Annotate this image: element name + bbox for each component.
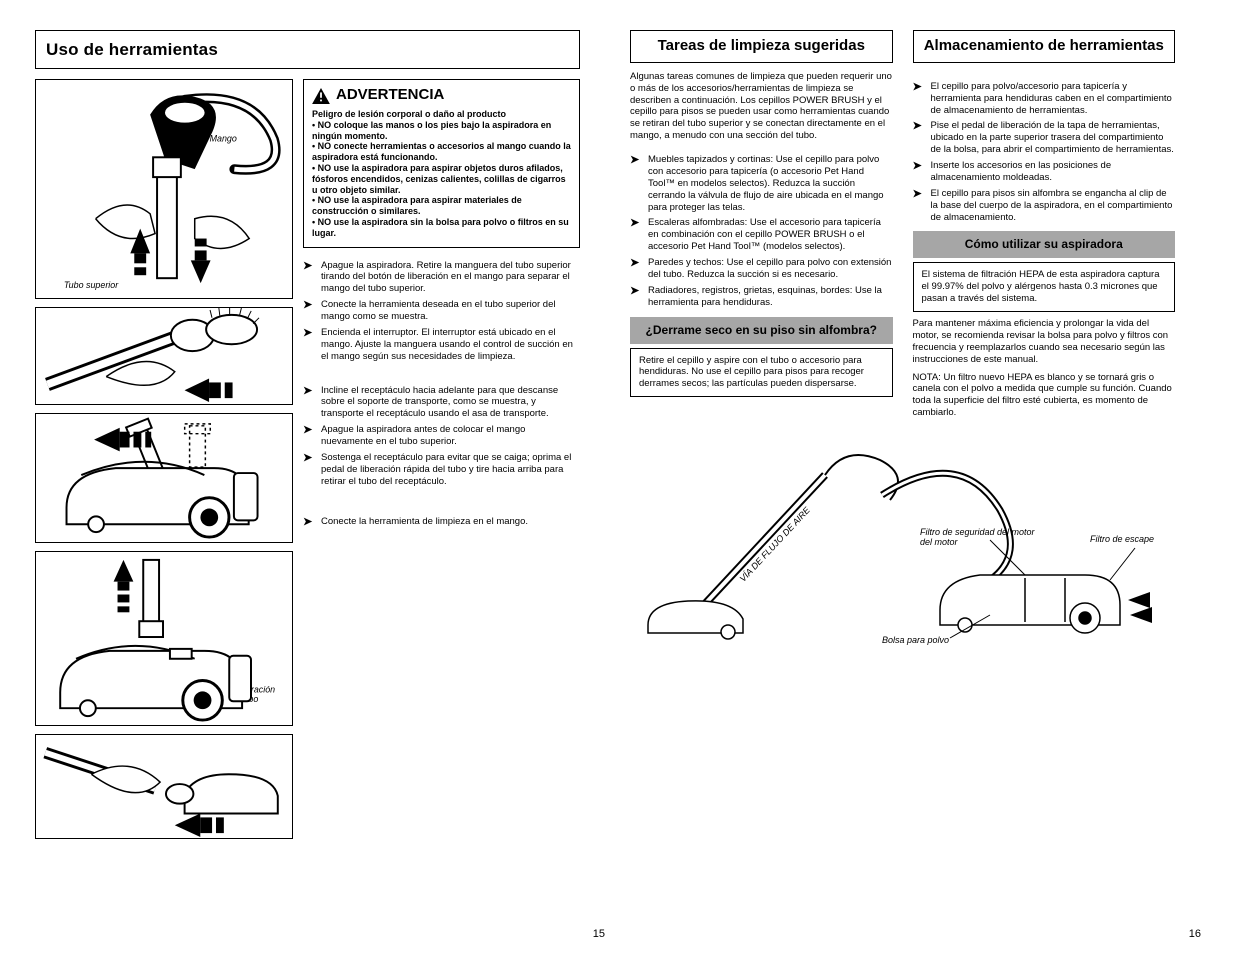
bullet-text: Apague la aspiradora. Retire la manguera… xyxy=(321,260,580,296)
illustration-canister-tilt xyxy=(35,413,293,543)
grey-banner-how: Cómo utilizar su aspiradora xyxy=(913,231,1176,258)
spill-box: Retire el cepillo y aspire con el tubo o… xyxy=(630,348,893,398)
problem-item: Escaleras alfombradas: Use el accesorio … xyxy=(648,217,893,253)
bullet-icon xyxy=(630,154,642,213)
problems-title: Tareas de limpieza sugeridas xyxy=(639,37,884,56)
svg-text:del motor: del motor xyxy=(920,537,959,547)
bullet-icon xyxy=(303,299,315,323)
bullet-text: Encienda el interruptor. El interruptor … xyxy=(321,327,580,363)
section-title: Uso de herramientas xyxy=(46,39,569,60)
storage-title: Almacenamiento de herramientas xyxy=(922,37,1167,56)
section-title-box: Uso de herramientas xyxy=(35,30,580,69)
label-airflow: VÍA DE FLUJO DE AIRE xyxy=(738,504,813,583)
storage-title-box: Almacenamiento de herramientas xyxy=(913,30,1176,63)
problems-title-box: Tareas de limpieza sugeridas xyxy=(630,30,893,63)
problems-intro: Algunas tareas comunes de limpieza que p… xyxy=(630,71,893,142)
bullet-icon xyxy=(913,120,925,156)
illustration-brush-attach xyxy=(35,307,293,405)
storage-item: Inserte los accesorios en las posiciones… xyxy=(931,160,1176,184)
bullet-icon xyxy=(630,285,642,309)
page-number-right: 16 xyxy=(1189,928,1201,942)
spill-text: Retire el cepillo y aspire con el tubo o… xyxy=(639,355,864,390)
warning-triangle-icon xyxy=(312,88,330,104)
bullet-icon xyxy=(913,160,925,184)
label-mango: Mango xyxy=(210,134,237,144)
bullet-text: Apague la aspiradora antes de colocar el… xyxy=(321,424,580,448)
label-dust-bag: Bolsa para polvo xyxy=(882,635,949,645)
bullet-icon xyxy=(630,257,642,281)
how-text: El sistema de filtración HEPA de esta as… xyxy=(922,269,1160,304)
warning-body: Peligro de lesión corporal o daño al pro… xyxy=(312,109,571,239)
grey-banner-spill: ¿Derrame seco en su piso sin alfombra? xyxy=(630,317,893,344)
problem-item: Radiadores, registros, grietas, esquinas… xyxy=(648,285,893,309)
warning-box: ADVERTENCIA Peligro de lesión corporal o… xyxy=(303,79,580,247)
bullet-icon xyxy=(913,81,925,117)
illustration-handle: Mango xyxy=(35,79,293,299)
storage-item: El cepillo para pisos sin alfombra se en… xyxy=(931,188,1176,224)
illustration-wand-release: Pedal de liberaciónrápida del tubo xyxy=(35,551,293,726)
bullet-text: Conecte la herramienta de limpieza en el… xyxy=(321,516,580,528)
problem-item: Paredes y techos: Use el cepillo para po… xyxy=(648,257,893,281)
left-text-column: ADVERTENCIA Peligro de lesión corporal o… xyxy=(303,79,580,839)
storage-item: Pise el pedal de liberación de la tapa d… xyxy=(931,120,1176,156)
warning-title: ADVERTENCIA xyxy=(336,86,444,105)
bullet-icon xyxy=(303,516,315,528)
bullet-icon xyxy=(303,424,315,448)
bullet-icon xyxy=(913,188,925,224)
illustration-column: Mango xyxy=(35,79,293,839)
right-column: Tareas de limpieza sugeridas Almacenamie… xyxy=(630,30,1175,839)
bullet-icon xyxy=(303,327,315,363)
bullet-icon xyxy=(303,452,315,488)
bullet-icon xyxy=(303,260,315,296)
bullet-text: Conecte la herramienta deseada en el tub… xyxy=(321,299,580,323)
airflow-diagram: VÍA DE FLUJO DE AIRE xyxy=(630,440,1175,650)
illustration-floor-brush xyxy=(35,734,293,839)
left-column: Uso de herramientas Mango xyxy=(35,30,580,839)
problem-item: Muebles tapizados y cortinas: Use el cep… xyxy=(648,154,893,213)
svg-text:VÍA DE FLUJO DE AIRE: VÍA DE FLUJO DE AIRE xyxy=(738,504,813,583)
svg-text:Filtro de seguridad del motor: Filtro de seguridad del motor xyxy=(920,527,1036,537)
page-number-left: 15 xyxy=(593,928,605,942)
how-box: El sistema de filtración HEPA de esta as… xyxy=(913,262,1176,312)
label-motor-filter: Filtro de seguridad del motor xyxy=(920,527,1036,537)
bullet-icon xyxy=(303,385,315,421)
bullet-text: Sostenga el receptáculo para evitar que … xyxy=(321,452,580,488)
label-tubo-superior: Tubo superior xyxy=(64,280,119,290)
bullet-icon xyxy=(630,217,642,253)
bullet-text: Incline el receptáculo hacia adelante pa… xyxy=(321,385,580,421)
label-exhaust-filter: Filtro de escape xyxy=(1090,534,1154,544)
storage-item: El cepillo para polvo/accesorio para tap… xyxy=(931,81,1176,117)
how-para3: NOTA: Un filtro nuevo HEPA es blanco y s… xyxy=(913,372,1176,420)
how-para2: Para mantener máxima eficiencia y prolon… xyxy=(913,318,1176,366)
